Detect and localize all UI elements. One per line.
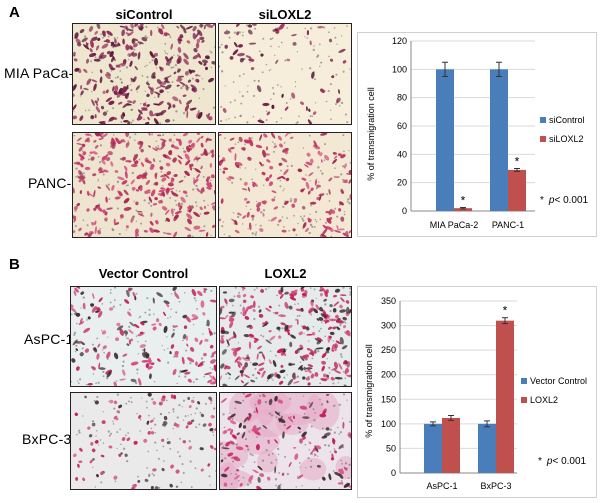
- bar-loxl2-1: [496, 320, 514, 473]
- legend-label-loxl2: LOXL2: [530, 395, 558, 405]
- chart-b-frame: [357, 286, 597, 498]
- micrograph-aspc-vector: [70, 286, 217, 387]
- y-tick-label: 150: [381, 394, 396, 404]
- chart-b-ylabel: % of transmigration cell: [364, 344, 374, 438]
- micrograph-mia-siloxl2: [218, 23, 352, 125]
- legend-label-vector-control: Vector Control: [530, 376, 587, 386]
- chart-b-ticks: 0 50 100 150 200 250 300 350: [381, 296, 396, 478]
- row-label-bxpc3: BxPC-3: [22, 431, 72, 447]
- chart-b: 0 50 100 150 200 250 300 350 * % of transmigrat…: [364, 296, 587, 491]
- cell-texture: [73, 24, 215, 124]
- y-tick-label: 100: [392, 64, 407, 74]
- panel-b-label: B: [9, 256, 20, 273]
- bar-sicontrol-0: [436, 69, 454, 211]
- legend-swatch-sicontrol: [540, 117, 546, 123]
- y-tick-label: 0: [391, 468, 396, 478]
- bar-sicontrol-1: [490, 69, 508, 211]
- legend-swatch-siloxl2: [540, 136, 546, 142]
- significance-star: *: [503, 304, 508, 318]
- pvalue-a: * p< 0.001: [540, 195, 589, 206]
- y-tick-label: 60: [397, 121, 407, 131]
- bar-siloxl2-0: [454, 208, 472, 211]
- chart-a-xtick-mia: MIA PaCa-2: [430, 220, 479, 230]
- bar-vector-control-1: [478, 423, 496, 473]
- cell-texture: [71, 287, 216, 386]
- chart-b-bars: *: [424, 304, 514, 473]
- cell-texture: [219, 133, 351, 237]
- cell-texture: [73, 133, 215, 237]
- y-tick-label: 300: [381, 321, 396, 331]
- col-label-sicontrol: siControl: [115, 7, 173, 22]
- col-label-loxl2: LOXL2: [264, 266, 307, 281]
- chart-a-ylabel: % of transmigration cell: [366, 87, 376, 181]
- y-tick-label: 80: [397, 93, 407, 103]
- y-tick-label: 40: [397, 149, 407, 159]
- pvalue-b: * p< 0.001: [538, 456, 587, 467]
- col-label-vector-control: Vector Control: [98, 266, 189, 281]
- y-tick-label: 250: [381, 345, 396, 355]
- cell-texture: [219, 24, 351, 124]
- row-label-mia-paca2: MIA PaCa-2: [4, 65, 82, 81]
- chart-a-bars: **: [436, 61, 526, 211]
- micrograph-bxpc-vector: [70, 392, 217, 490]
- legend-label-siloxl2: siLOXL2: [549, 134, 584, 144]
- micrograph-aspc-loxl2: [219, 286, 352, 387]
- bar-loxl2-0: [442, 417, 460, 473]
- chart-a-frame: [357, 32, 597, 237]
- y-tick-label: 200: [381, 370, 396, 380]
- y-tick-label: 0: [402, 206, 407, 216]
- chart-b-xtick-bxpc: BxPC-3: [480, 481, 511, 491]
- panel-a-label: A: [9, 4, 20, 21]
- row-label-panc1: PANC-1: [28, 175, 80, 191]
- micrograph-bxpc-loxl2: [219, 392, 352, 490]
- legend-label-sicontrol: siControl: [549, 115, 585, 125]
- significance-star: *: [515, 155, 520, 169]
- cell-texture: [220, 287, 351, 386]
- micrograph-mia-sicontrol: [72, 23, 216, 125]
- chart-b-xtick-aspc: AsPC-1: [426, 481, 457, 491]
- cell-texture: [72, 393, 216, 489]
- legend-swatch-vector-control: [521, 378, 527, 384]
- micrograph-panc-sicontrol: [72, 132, 216, 238]
- y-tick-label: 350: [381, 296, 396, 306]
- significance-star: *: [461, 193, 466, 207]
- y-tick-label: 50: [386, 443, 396, 453]
- chart-a-xtick-panc: PANC-1: [492, 220, 524, 230]
- cell-texture: [220, 393, 351, 489]
- y-tick-label: 100: [381, 419, 396, 429]
- y-tick-label: 120: [392, 36, 407, 46]
- row-label-aspc1: AsPC-1: [24, 331, 74, 347]
- col-label-siloxl2: siLOXL2: [258, 7, 312, 22]
- y-tick-label: 20: [397, 178, 407, 188]
- bar-siloxl2-1: [508, 169, 526, 211]
- micrograph-panc-siloxl2: [218, 132, 352, 238]
- chart-a-ticks: 0 20 40 60 80 100 120: [392, 36, 407, 216]
- legend-swatch-loxl2: [521, 397, 527, 403]
- bar-vector-control-0: [424, 423, 442, 473]
